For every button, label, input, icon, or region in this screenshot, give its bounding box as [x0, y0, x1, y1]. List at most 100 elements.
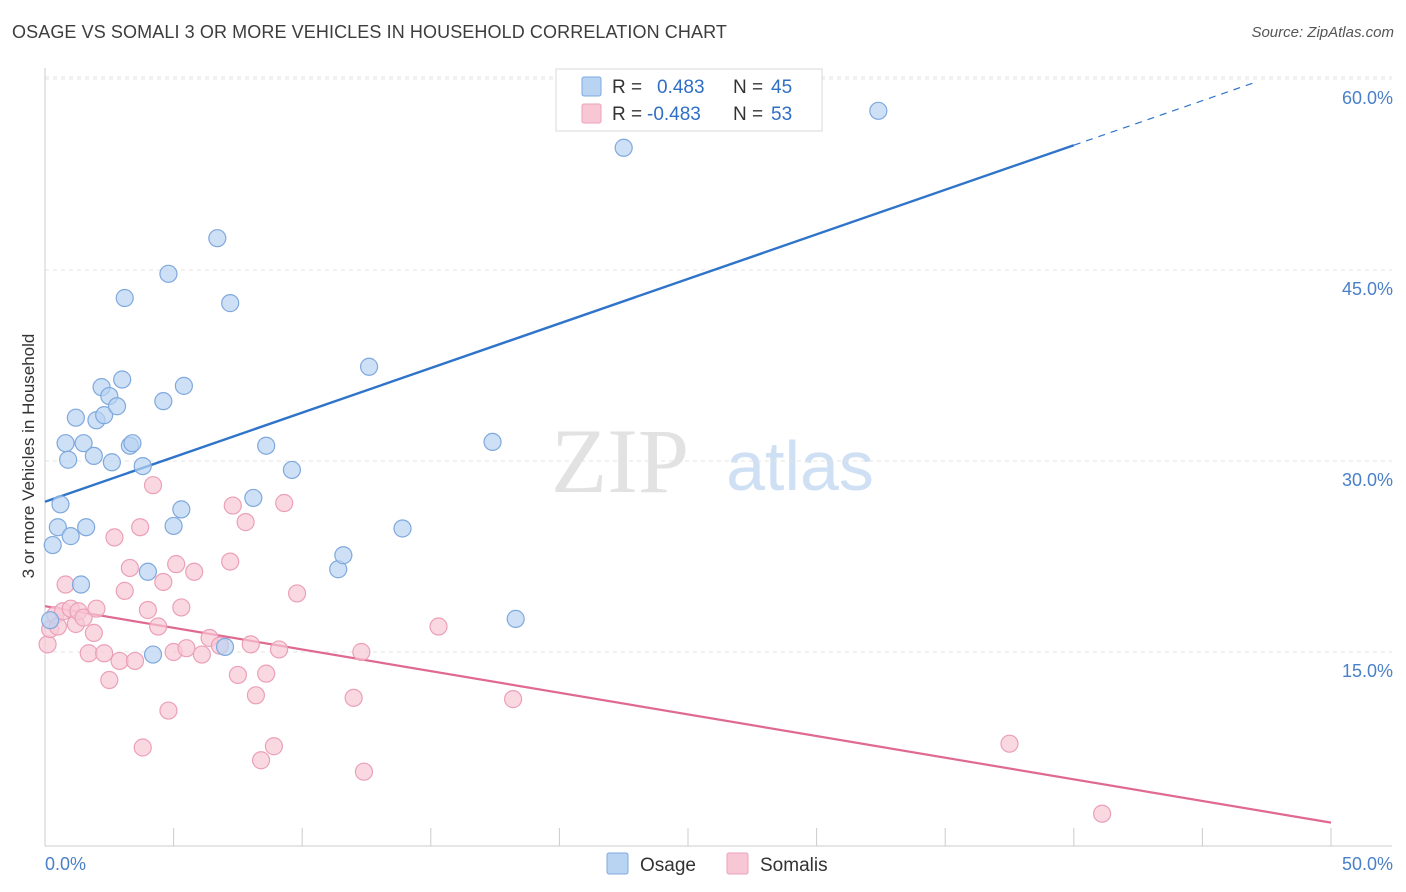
osage-point-9	[74, 434, 93, 453]
somalis-point-38	[236, 513, 255, 532]
somalis-point-36	[223, 496, 242, 515]
y-axis-title: 3 or more Vehicles in Household	[19, 334, 38, 579]
osage-point-18	[113, 370, 132, 389]
osage-point-14	[95, 406, 114, 425]
somalis-point-25	[154, 572, 173, 592]
osage-trend-extension	[1073, 82, 1255, 146]
somalis-point-20	[131, 518, 150, 537]
osage-point-39	[393, 519, 412, 538]
somalis-point-51	[504, 690, 523, 709]
somalis-point-29	[172, 598, 191, 617]
somalis-points	[38, 476, 1112, 823]
somalis-trend-line	[44, 605, 1332, 824]
somalis-point-37	[228, 665, 247, 685]
somalis-point-13	[95, 644, 114, 663]
somalis-point-47	[344, 688, 363, 707]
somalis-point-28	[167, 555, 186, 574]
osage-point-35	[282, 460, 302, 480]
osage-points	[41, 87, 888, 664]
somalis-point-19	[125, 651, 145, 671]
osage-point-34	[257, 436, 276, 455]
somalis-point-52	[1000, 734, 1019, 753]
osage-point-41	[506, 609, 525, 628]
osage-point-38	[359, 357, 379, 376]
legend-osage-n-value: 45	[771, 77, 792, 98]
osage-point-11	[84, 446, 103, 466]
somalis-point-43	[264, 737, 284, 756]
somalis-point-5	[56, 575, 75, 594]
somalis-point-39	[241, 635, 260, 654]
x-tick-label-1: 50.0%	[1342, 854, 1393, 874]
osage-point-7	[66, 408, 85, 427]
somalis-point-23	[143, 476, 163, 495]
osage-point-17	[107, 397, 127, 416]
somalis-point-40	[246, 686, 266, 705]
somalis-point-30	[177, 639, 196, 658]
osage-point-29	[174, 376, 193, 395]
osage-point-16	[102, 453, 121, 472]
osage-point-3	[51, 495, 70, 514]
watermark-atlas: atlas	[726, 427, 874, 505]
osage-point-23	[138, 562, 157, 581]
somalis-point-21	[133, 738, 152, 757]
osage-point-28	[172, 500, 191, 519]
y-tick-label-2: 45.0%	[1342, 279, 1393, 299]
legend-osage-r-value: 0.483	[657, 77, 705, 98]
y-tick-label-3: 60.0%	[1342, 88, 1393, 108]
axes	[44, 68, 1392, 847]
gridlines	[45, 76, 1392, 653]
somalis-point-31	[185, 562, 204, 581]
y-tick-label-0: 15.0%	[1342, 661, 1393, 681]
somalis-point-22	[138, 600, 157, 620]
osage-point-33	[244, 488, 263, 508]
somalis-point-41	[251, 751, 271, 770]
legend-somalis-r-label: R =	[612, 104, 642, 125]
somalis-point-24	[149, 617, 168, 636]
legend-swatch-osage	[581, 76, 602, 97]
osage-point-19	[115, 288, 134, 308]
y-tick-labels: 15.0% 30.0% 45.0% 60.0%	[1342, 88, 1393, 681]
somalis-point-45	[275, 493, 294, 513]
osage-point-5	[59, 450, 78, 469]
osage-point-26	[159, 264, 178, 283]
correlation-legend: R = 0.483 N = 45 R = -0.483 N = 53	[555, 68, 823, 132]
somalis-point-17	[115, 581, 134, 600]
somalis-point-14	[100, 670, 119, 690]
chart-title: OSAGE VS SOMALI 3 OR MORE VEHICLES IN HO…	[12, 22, 727, 42]
osage-point-8	[71, 575, 91, 594]
osage-point-31	[215, 637, 235, 657]
osage-point-40	[483, 432, 502, 451]
somalis-point-49	[354, 762, 374, 781]
somalis-point-35	[221, 552, 240, 571]
legend-swatch-somalis	[581, 103, 602, 124]
somalis-point-9	[74, 608, 93, 627]
somalis-point-15	[105, 528, 124, 547]
osage-point-22	[133, 456, 152, 476]
osage-point-4	[56, 434, 75, 453]
osage-trend-line	[44, 144, 1075, 503]
osage-point-0	[41, 611, 60, 630]
x-tick-labels: 0.0% 50.0%	[45, 854, 1393, 874]
somalis-point-10	[79, 644, 98, 663]
legend-somalis-r-value: -0.483	[647, 104, 701, 125]
legend-somalis-n-value: 53	[771, 104, 792, 125]
somalis-point-0	[38, 635, 57, 654]
osage-point-27	[164, 516, 183, 536]
series-legend-somalis: Somalis	[760, 855, 828, 876]
series-legend-osage: Osage	[640, 855, 696, 876]
y-tick-label-1: 30.0%	[1342, 470, 1393, 490]
osage-point-44	[869, 101, 888, 120]
somalis-point-16	[110, 651, 129, 671]
watermark-zip: ZIP	[551, 410, 689, 512]
legend-osage-r-label: R =	[612, 77, 642, 98]
series-legend-swatch-somalis	[726, 852, 749, 875]
series-legend-swatch-osage	[606, 852, 629, 875]
osage-point-10	[77, 518, 96, 537]
somalis-point-32	[192, 645, 211, 664]
somalis-point-18	[120, 558, 139, 578]
somalis-point-48	[352, 642, 371, 662]
legend-osage-n-label: N =	[733, 77, 763, 98]
somalis-point-50	[429, 617, 448, 636]
somalis-point-12	[87, 599, 106, 618]
